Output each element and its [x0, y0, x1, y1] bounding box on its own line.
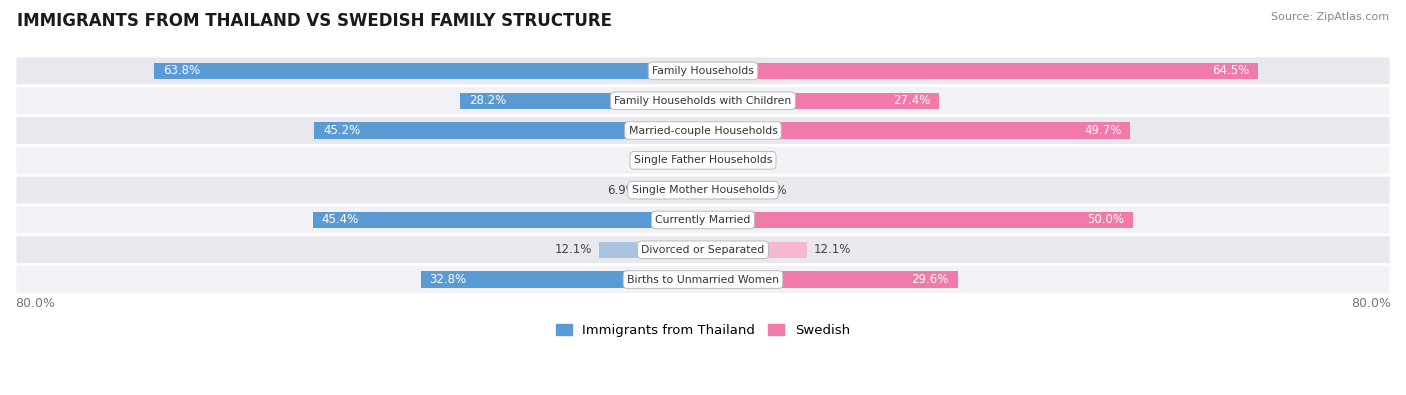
Text: 80.0%: 80.0% — [1351, 297, 1391, 310]
FancyBboxPatch shape — [15, 116, 1391, 145]
Text: Divorced or Separated: Divorced or Separated — [641, 245, 765, 255]
Bar — [155, 63, 703, 79]
FancyBboxPatch shape — [15, 205, 1391, 235]
Text: 64.5%: 64.5% — [1212, 64, 1249, 77]
FancyBboxPatch shape — [15, 145, 1391, 175]
Bar — [315, 122, 703, 139]
Text: 2.3%: 2.3% — [730, 154, 759, 167]
Bar — [703, 92, 939, 109]
Bar — [703, 182, 751, 198]
Bar — [703, 271, 957, 288]
Bar — [703, 63, 1258, 79]
Bar — [461, 92, 703, 109]
Text: 63.8%: 63.8% — [163, 64, 200, 77]
FancyBboxPatch shape — [15, 175, 1391, 205]
FancyBboxPatch shape — [15, 56, 1391, 86]
Text: 49.7%: 49.7% — [1084, 124, 1122, 137]
Text: Births to Unmarried Women: Births to Unmarried Women — [627, 275, 779, 284]
Text: Single Mother Households: Single Mother Households — [631, 185, 775, 195]
Bar — [682, 152, 703, 169]
Text: 28.2%: 28.2% — [470, 94, 506, 107]
FancyBboxPatch shape — [15, 86, 1391, 116]
Bar — [312, 212, 703, 228]
Text: 45.4%: 45.4% — [321, 213, 359, 226]
Text: 6.9%: 6.9% — [607, 184, 637, 197]
Text: 29.6%: 29.6% — [911, 273, 949, 286]
Bar — [644, 182, 703, 198]
Text: 2.5%: 2.5% — [645, 154, 675, 167]
Text: 12.1%: 12.1% — [814, 243, 851, 256]
Text: 50.0%: 50.0% — [1087, 213, 1125, 226]
Bar — [420, 271, 703, 288]
FancyBboxPatch shape — [15, 235, 1391, 265]
Text: 45.2%: 45.2% — [323, 124, 360, 137]
Text: Family Households: Family Households — [652, 66, 754, 76]
Text: 12.1%: 12.1% — [555, 243, 592, 256]
Text: Family Households with Children: Family Households with Children — [614, 96, 792, 106]
Text: 32.8%: 32.8% — [429, 273, 467, 286]
Text: Currently Married: Currently Married — [655, 215, 751, 225]
Legend: Immigrants from Thailand, Swedish: Immigrants from Thailand, Swedish — [551, 319, 855, 342]
Text: Source: ZipAtlas.com: Source: ZipAtlas.com — [1271, 12, 1389, 22]
Bar — [599, 242, 703, 258]
Text: 80.0%: 80.0% — [15, 297, 55, 310]
FancyBboxPatch shape — [15, 265, 1391, 295]
Bar — [703, 152, 723, 169]
Text: 5.5%: 5.5% — [758, 184, 787, 197]
Bar — [703, 242, 807, 258]
Text: Single Father Households: Single Father Households — [634, 155, 772, 166]
Bar — [703, 212, 1133, 228]
Text: IMMIGRANTS FROM THAILAND VS SWEDISH FAMILY STRUCTURE: IMMIGRANTS FROM THAILAND VS SWEDISH FAMI… — [17, 12, 612, 30]
Text: Married-couple Households: Married-couple Households — [628, 126, 778, 135]
Text: 27.4%: 27.4% — [893, 94, 929, 107]
Bar — [703, 122, 1130, 139]
